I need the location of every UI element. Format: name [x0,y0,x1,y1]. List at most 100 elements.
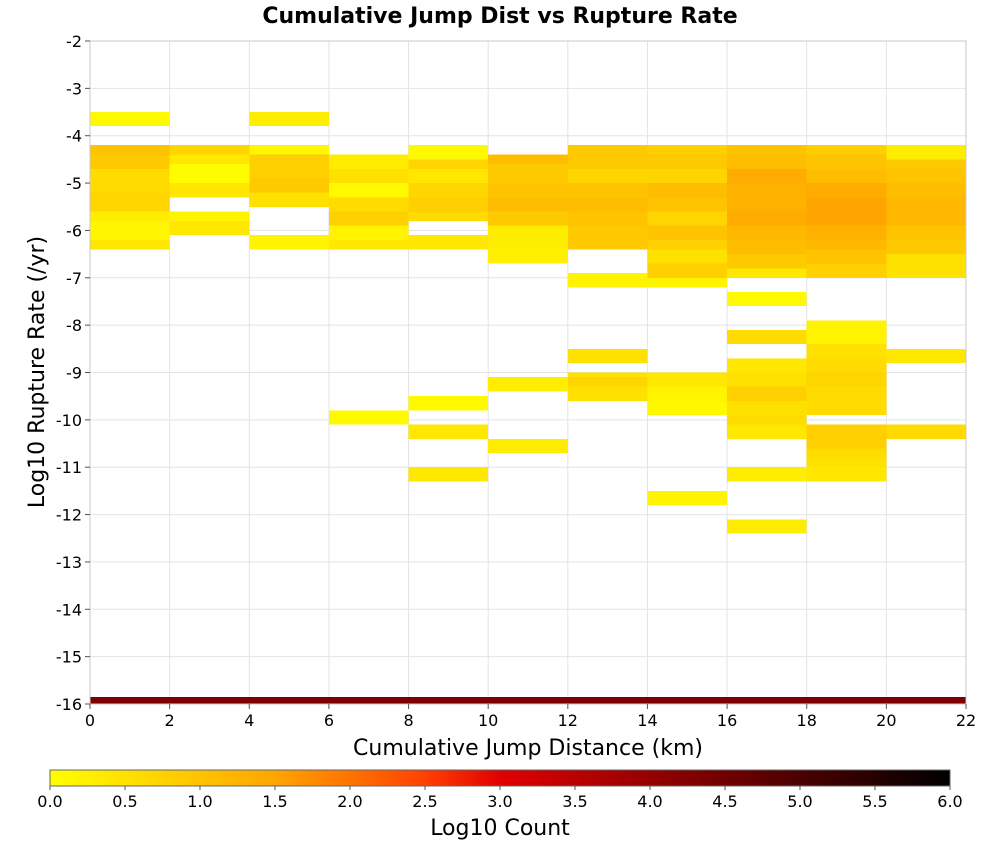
heatmap-cell [647,168,728,184]
heatmap-cell [90,239,170,250]
x-tick-label: 20 [876,711,896,730]
heatmap-cell [727,386,807,401]
heatmap-cell [249,192,329,207]
colorbar-tick-label: 4.0 [637,792,662,811]
x-axis-ticks: 0 2 4 6 8 10 12 14 16 18 20 22 [85,704,976,730]
heatmap-cell [408,183,489,198]
heatmap-cell [727,225,807,240]
heatmap-cell [727,519,807,534]
heatmap-cell [90,211,170,221]
heatmap-cell [727,268,807,278]
y-tick-label: -14 [56,600,82,619]
heatmap-cell [647,239,728,250]
heatmap-cell [886,145,966,160]
heatmap-cell [90,145,170,155]
y-tick-label: -9 [66,364,82,383]
colorbar-tick-label: 0.5 [112,792,137,811]
heatmap-cell [647,277,728,288]
x-tick-label: 8 [403,711,413,730]
y-tick-label: -2 [66,32,82,51]
heatmap-cell [727,372,807,387]
heatmap-cell [806,358,887,373]
heatmap-cell [488,249,568,264]
heatmap-cell [169,154,250,165]
heatmap-cell [727,239,807,255]
heatmap-cell [647,263,728,278]
heatmap-cell [727,254,807,269]
heatmap-cell [727,358,807,373]
x-tick-label: 16 [717,711,737,730]
heatmap-cell [328,197,409,212]
heatmap-cell [806,145,887,155]
heatmap-bottom-band [90,696,966,704]
heatmap-cell [886,197,966,212]
colorbar-tick-label: 5.0 [787,792,812,811]
heatmap-cell [488,197,568,212]
y-tick-label: -8 [66,316,82,335]
heatmap-cell [806,168,887,184]
heatmap-cell [806,372,887,387]
colorbar-label: Log10 Count [430,816,570,841]
heatmap-cell [806,386,887,416]
heatmap-cell [567,211,648,226]
x-tick-label: 6 [324,711,334,730]
y-tick-label: -11 [56,458,82,477]
heatmap-cell [249,154,329,179]
heatmap-cell [567,225,648,250]
y-tick-label: -10 [56,411,82,430]
heatmap-cell [727,400,807,416]
heatmap-cell [488,183,568,198]
heatmap-cell [488,211,568,226]
colorbar-tick-label: 6.0 [937,792,962,811]
colorbar-tick-label: 3.0 [487,792,512,811]
heatmap-cell [328,410,409,425]
x-tick-label: 12 [558,711,578,730]
heatmap-cell [408,159,489,169]
heatmap-cell [567,273,648,288]
x-tick-label: 14 [637,711,657,730]
heatmap-cell [806,211,887,226]
y-tick-label: -4 [66,127,82,146]
heatmap-cell [886,225,966,240]
heatmap-cell [727,197,807,212]
heatmap-cell [90,192,170,212]
heatmap-cell [488,438,568,454]
heatmap-cell [806,263,887,278]
colorbar-ticks: 0.0 0.5 1.0 1.5 2.0 2.5 3.0 3.5 4.0 4.5 5.0 5.5 6.0 [37,786,963,811]
heatmap-cell [567,377,648,387]
heatmap-cell [647,225,728,240]
heatmap-cell [727,145,807,155]
heatmap-cell [727,329,807,345]
x-tick-label: 22 [956,711,976,730]
heatmap-cell [408,424,489,439]
heatmap-cell [328,211,409,226]
heatmap-cell [806,183,887,198]
heatmap-cell [806,344,887,359]
x-tick-label: 10 [478,711,498,730]
heatmap-cell [567,372,648,378]
heatmap-cell [488,377,568,392]
y-tick-label: -3 [66,79,82,98]
y-tick-label: -12 [56,506,82,525]
heatmap-cell [328,183,409,198]
heatmap-cell [806,424,887,449]
y-axis-ticks: -2 -3 -4 -5 -6 -7 -8 -9 -10 -11 -12 -13 -14 -15 -16 [56,32,90,714]
heatmap-cell [249,145,329,155]
heatmap-cell [408,168,489,184]
y-tick-label: -6 [66,221,82,240]
y-tick-label: -5 [66,174,82,193]
colorbar-tick-label: 4.5 [712,792,737,811]
heatmap-cell [647,154,728,169]
heatmap-cell [727,168,807,184]
heatmap-cell [806,154,887,169]
heatmap-cell [408,211,489,221]
colorbar-tick-label: 0.0 [37,792,62,811]
heatmap-cell [567,183,648,198]
y-tick-label: -15 [56,648,82,667]
heatmap-cell [567,145,648,169]
colorbar-tick-label: 5.5 [862,792,887,811]
chart-title: Cumulative Jump Dist vs Rupture Rate [262,4,737,29]
heatmap-cell [249,112,329,127]
colorbar-tick-label: 1.5 [262,792,287,811]
